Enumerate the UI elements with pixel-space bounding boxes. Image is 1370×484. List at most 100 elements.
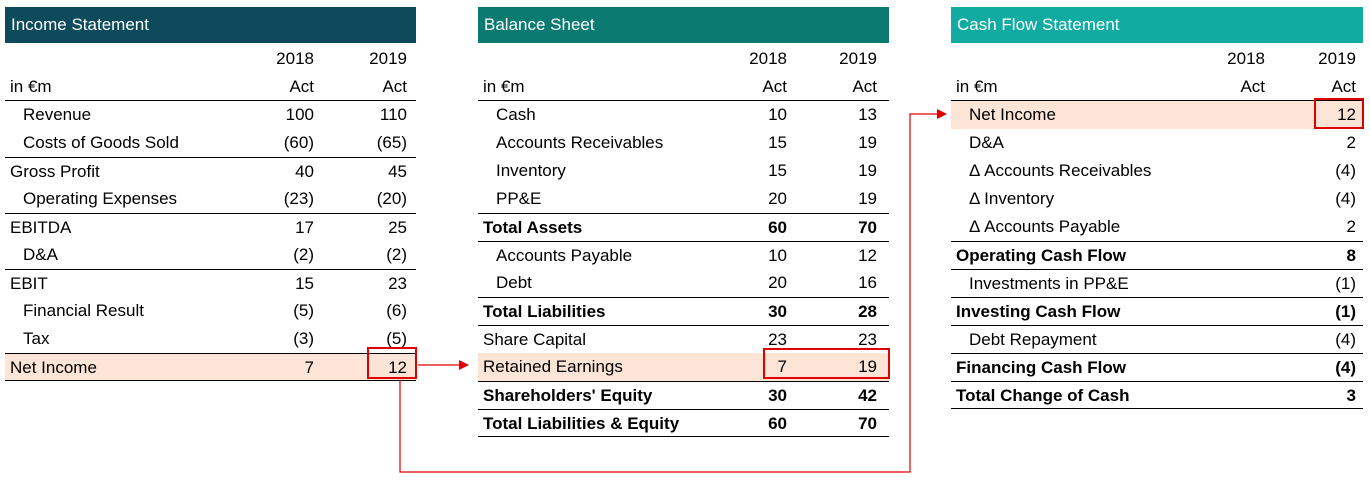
status-2018: Act <box>762 77 787 96</box>
row-label: Share Capital <box>483 330 587 349</box>
unit-label: in €m <box>10 77 52 96</box>
row-investments-in-pp-e: Investments in PP&E (1) <box>951 269 1363 297</box>
row-d-a: D&A 2 <box>951 129 1363 157</box>
year-row: 2018 2019 <box>951 43 1363 73</box>
balance-sheet-header: Balance Sheet <box>478 7 889 43</box>
value-2019: 8 <box>1346 246 1356 265</box>
row-accounts-payable: Accounts Payable 10 12 <box>478 241 889 269</box>
row-debt: Debt 20 16 <box>478 269 889 297</box>
status-2019: Act <box>382 77 407 96</box>
value-2019: 13 <box>858 105 877 124</box>
unit-row: in €m Act Act <box>5 73 416 101</box>
value-2019: 12 <box>858 246 877 265</box>
row-accounts-receivables: Accounts Receivables 15 19 <box>478 129 889 157</box>
row-label: D&A <box>969 133 1004 152</box>
value-2018: 7 <box>304 358 314 377</box>
unit-label: in €m <box>956 77 998 96</box>
row-label: Total Liabilities <box>483 302 606 321</box>
status-2018: Act <box>289 77 314 96</box>
row-share-capital: Share Capital 23 23 <box>478 325 889 353</box>
status-2018: Act <box>1240 77 1265 96</box>
value-2019: 16 <box>858 273 877 292</box>
value-2019: 12 <box>1337 105 1356 124</box>
unit-row: in €m Act Act <box>951 73 1363 101</box>
row-retained-earnings: Retained Earnings 7 19 <box>478 353 889 381</box>
value-2019: (20) <box>376 189 407 208</box>
row-label: Investments in PP&E <box>969 274 1129 293</box>
row-financial-result: Financial Result (5) (6) <box>5 297 416 325</box>
balance-sheet-table: Cash 10 13 Accounts Receivables 15 19 Inventor… <box>478 101 889 437</box>
value-2018: 7 <box>777 357 787 376</box>
value-2019: 19 <box>858 357 877 376</box>
value-2018: 60 <box>768 414 787 433</box>
value-2019: 42 <box>858 386 877 405</box>
row-ebit: EBIT 15 23 <box>5 269 416 297</box>
value-2018: 15 <box>295 274 314 293</box>
row-label: Total Liabilities & Equity <box>483 414 680 433</box>
row-net-income: Net Income 12 <box>951 101 1363 129</box>
year-2018: 2018 <box>749 49 787 68</box>
row-label: EBITDA <box>10 218 72 237</box>
value-2018: (60) <box>283 133 314 152</box>
row-inventory: Δ Inventory (4) <box>951 185 1363 213</box>
cash-flow-table: Net Income 12 D&A 2 Δ Accounts Receivables (4… <box>951 101 1363 409</box>
value-2019: (4) <box>1335 358 1356 377</box>
status-2019: Act <box>852 77 877 96</box>
value-2019: 70 <box>858 414 877 433</box>
value-2018: 15 <box>768 161 787 180</box>
value-2019: 23 <box>858 330 877 349</box>
unit-row: in €m Act Act <box>478 73 889 101</box>
row-label: Investing Cash Flow <box>956 302 1121 321</box>
year-row: 2018 2019 <box>5 43 416 73</box>
income-statement-panel: Income Statement 2018 2019 in €m Act Act… <box>5 7 416 381</box>
cash-flow-header: Cash Flow Statement <box>951 7 1363 43</box>
row-shareholders-equity: Shareholders' Equity 30 42 <box>478 381 889 409</box>
row-cash: Cash 10 13 <box>478 101 889 129</box>
income-statement-table: Revenue 100 110 Costs of Goods Sold (60) (65)… <box>5 101 416 381</box>
unit-label: in €m <box>483 77 525 96</box>
row-debt-repayment: Debt Repayment (4) <box>951 325 1363 353</box>
row-label: Net Income <box>969 105 1056 124</box>
row-d-a: D&A (2) (2) <box>5 241 416 269</box>
value-2019: (1) <box>1335 274 1356 293</box>
year-2019: 2019 <box>369 49 407 68</box>
value-2019: (4) <box>1335 189 1356 208</box>
row-net-income: Net Income 7 12 <box>5 353 416 381</box>
row-operating-cash-flow: Operating Cash Flow 8 <box>951 241 1363 269</box>
value-2018: 40 <box>295 162 314 181</box>
value-2018: 15 <box>768 133 787 152</box>
value-2018: 23 <box>768 330 787 349</box>
row-label: Cash <box>496 105 536 124</box>
row-total-change-of-cash: Total Change of Cash 3 <box>951 381 1363 409</box>
year-2018: 2018 <box>276 49 314 68</box>
year-2018: 2018 <box>1227 49 1265 68</box>
row-label: D&A <box>23 245 58 264</box>
value-2019: (6) <box>386 301 407 320</box>
row-gross-profit: Gross Profit 40 45 <box>5 157 416 185</box>
value-2019: (5) <box>386 329 407 348</box>
balance-sheet-panel: Balance Sheet 2018 2019 in €m Act Act Ca… <box>478 7 889 437</box>
value-2019: 3 <box>1346 386 1356 405</box>
row-label: Shareholders' Equity <box>483 386 653 405</box>
row-pp-e: PP&E 20 19 <box>478 185 889 213</box>
row-label: Debt Repayment <box>969 330 1097 349</box>
row-inventory: Inventory 15 19 <box>478 157 889 185</box>
value-2019: 28 <box>858 302 877 321</box>
value-2019: 19 <box>858 133 877 152</box>
row-total-liabilities: Total Liabilities 30 28 <box>478 297 889 325</box>
row-label: EBIT <box>10 274 48 293</box>
row-tax: Tax (3) (5) <box>5 325 416 353</box>
value-2019: 25 <box>388 218 407 237</box>
value-2019: (4) <box>1335 330 1356 349</box>
row-financing-cash-flow: Financing Cash Flow (4) <box>951 353 1363 381</box>
year-row: 2018 2019 <box>478 43 889 73</box>
row-label: Revenue <box>23 105 92 124</box>
row-label: Debt <box>496 273 532 292</box>
row-label: Δ Inventory <box>969 189 1055 208</box>
row-label: Operating Cash Flow <box>956 246 1127 265</box>
value-2019: (1) <box>1335 302 1356 321</box>
row-accounts-payable: Δ Accounts Payable 2 <box>951 213 1363 241</box>
value-2019: 12 <box>388 358 407 377</box>
income-statement-title: Income Statement <box>11 15 149 34</box>
arrow-income-to-cashflow <box>399 109 947 473</box>
